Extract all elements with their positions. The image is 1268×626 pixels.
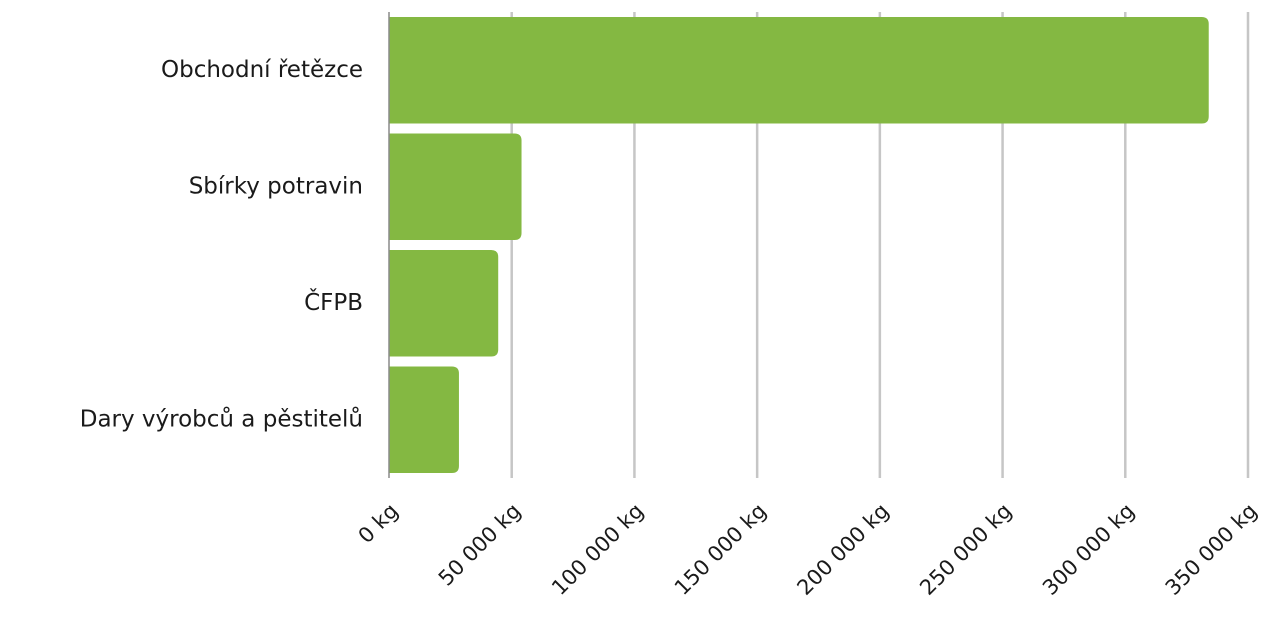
x-tick-labels: 0 kg 50 000 kg 100 000 kg 150 000 kg 200 000… <box>354 499 1262 600</box>
category-label: Dary výrobců a pěstitelů <box>80 405 363 432</box>
category-label: ČFPB <box>304 288 363 316</box>
bar <box>389 250 499 357</box>
x-tick-label: 250 000 kg <box>915 499 1016 600</box>
bars <box>389 17 1209 473</box>
category-labels: Obchodní řetězce Sbírky potravin ČFPB Dary … <box>80 57 363 433</box>
bar <box>389 17 1209 124</box>
bar <box>389 366 459 473</box>
x-tick-label: 200 000 kg <box>793 499 894 600</box>
x-tick-label: 300 000 kg <box>1038 499 1139 600</box>
bar <box>389 133 522 240</box>
x-tick-label: 100 000 kg <box>547 499 648 600</box>
category-label: Sbírky potravin <box>189 173 363 199</box>
x-tick-label: 350 000 kg <box>1161 499 1262 600</box>
x-tick-label: 0 kg <box>354 499 403 548</box>
x-tick-label: 50 000 kg <box>434 499 526 591</box>
category-label: Obchodní řetězce <box>161 57 363 83</box>
x-tick-label: 150 000 kg <box>670 499 771 600</box>
